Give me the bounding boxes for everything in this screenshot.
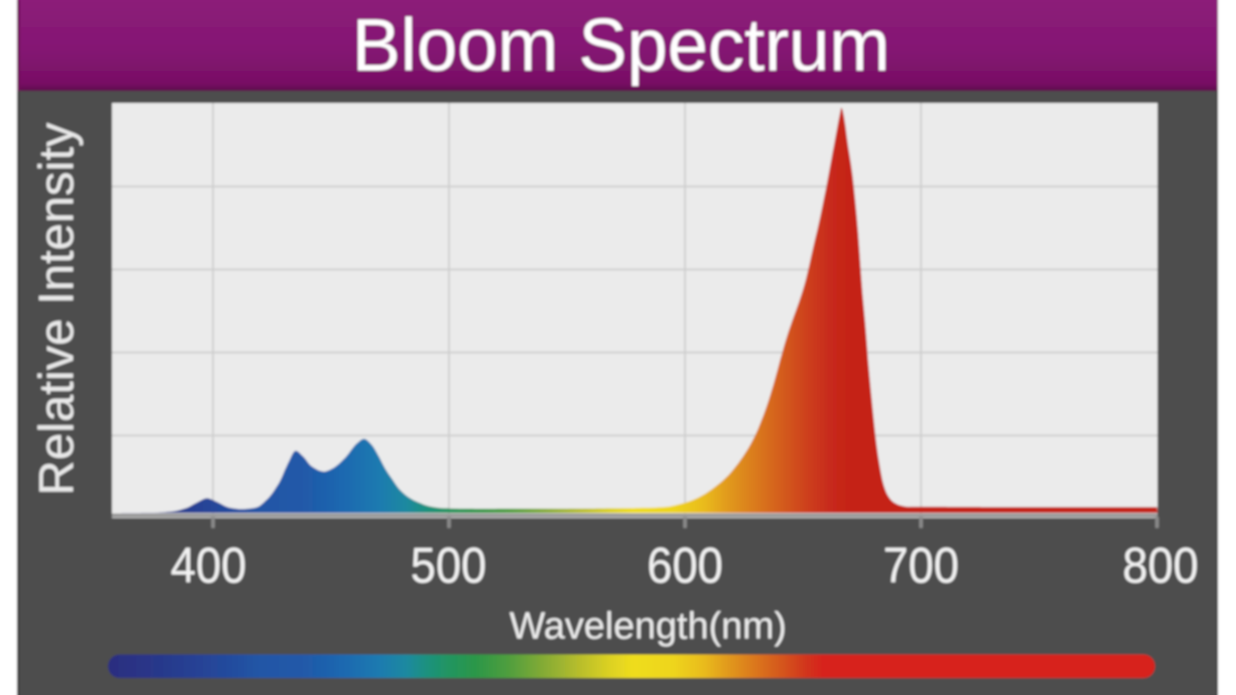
svg-text:800: 800 bbox=[1123, 538, 1199, 594]
svg-text:400: 400 bbox=[171, 538, 247, 594]
svg-text:500: 500 bbox=[411, 538, 487, 594]
svg-text:700: 700 bbox=[883, 538, 959, 594]
svg-text:600: 600 bbox=[647, 538, 723, 594]
svg-text:Relative Intensity: Relative Intensity bbox=[30, 122, 84, 496]
svg-text:Bloom Spectrum: Bloom Spectrum bbox=[352, 4, 890, 87]
svg-text:Wavelength(nm): Wavelength(nm) bbox=[509, 606, 786, 648]
